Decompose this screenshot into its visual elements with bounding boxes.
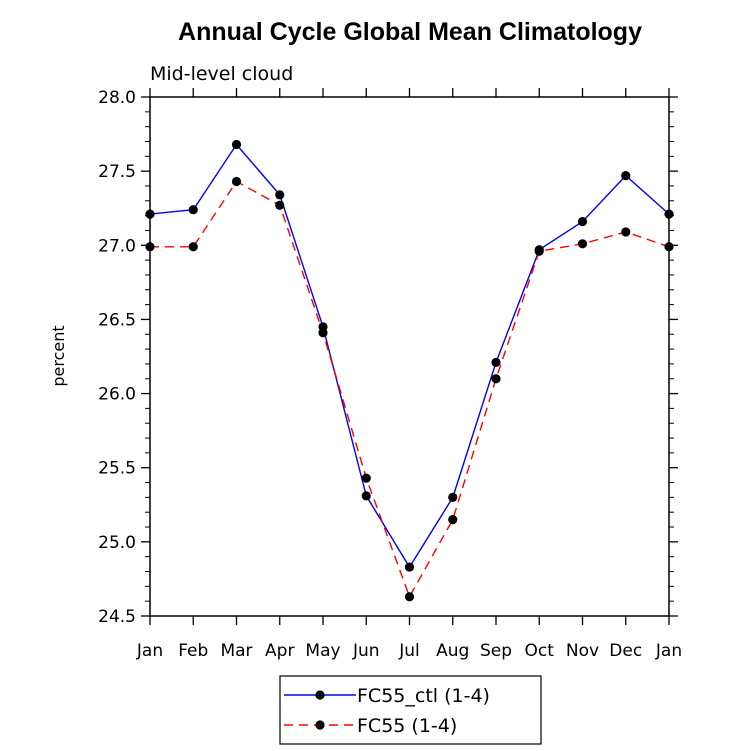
y-tick-label: 27.0 (98, 236, 136, 256)
series-line-0 (149, 143, 670, 569)
x-tick-label: Dec (609, 641, 642, 661)
x-tick-label: Jul (398, 641, 420, 661)
series-line-1 (150, 180, 670, 599)
data-point (188, 205, 198, 215)
legend-marker-0 (315, 690, 325, 700)
data-point (404, 592, 415, 602)
data-point (577, 239, 588, 249)
data-point (361, 473, 371, 483)
axis-ticks (141, 88, 678, 625)
y-tick-label: 27.5 (98, 162, 136, 182)
x-tick-label: Apr (265, 641, 294, 661)
data-point (231, 139, 242, 150)
y-tick-label: 28.0 (98, 88, 136, 108)
x-tick-label: Nov (566, 641, 599, 661)
x-tick-label: Jun (352, 641, 380, 661)
y-tick-label: 26.0 (98, 385, 136, 405)
x-tick-label: Oct (525, 641, 555, 661)
y-tick-labels: 24.5 25.0 25.5 26.0 26.5 27.0 27.5 28.0 (98, 88, 136, 627)
x-tick-label: Sep (480, 641, 512, 661)
data-point (404, 562, 415, 572)
x-tick-label: Jan (136, 641, 163, 661)
legend-marker-1 (315, 720, 325, 730)
x-tick-label: Mar (220, 641, 252, 661)
x-tick-labels: Jan Feb Mar Apr May Jun Jul Aug Sep Oct Nov Dec Jan (136, 641, 682, 661)
x-tick-label: May (305, 641, 340, 661)
data-point (491, 374, 501, 384)
x-tick-label: Aug (436, 641, 469, 661)
legend: FC55_ctl (1-4) FC55 (1-4) (279, 675, 542, 745)
data-point (275, 200, 285, 210)
y-tick-label: 26.5 (98, 310, 136, 330)
data-point (188, 242, 198, 252)
y-tick-label: 25.5 (98, 459, 136, 479)
chart-title: Annual Cycle Global Mean Climatology (178, 18, 642, 46)
legend-label-1: FC55 (1-4) (357, 715, 457, 737)
series-markers (145, 139, 674, 602)
chart-subtitle: Mid-level cloud (150, 63, 293, 85)
data-point (534, 246, 544, 256)
series-lines (149, 143, 670, 599)
data-point (621, 227, 631, 237)
y-axis-label: percent (49, 325, 68, 386)
data-point (491, 357, 501, 368)
x-tick-label: Jan (655, 641, 682, 661)
data-point (448, 515, 458, 525)
data-point (318, 328, 328, 338)
y-tick-label: 25.0 (98, 533, 136, 553)
data-point (231, 176, 242, 187)
data-point (275, 190, 285, 200)
y-tick-label: 24.5 (98, 607, 136, 627)
data-point (621, 170, 631, 181)
data-point (448, 492, 458, 502)
data-point (577, 216, 588, 227)
plot-frame (149, 96, 670, 617)
legend-label-0: FC55_ctl (1-4) (357, 685, 490, 707)
data-point (361, 491, 371, 501)
x-tick-label: Feb (178, 641, 208, 661)
legend-box (279, 675, 542, 745)
